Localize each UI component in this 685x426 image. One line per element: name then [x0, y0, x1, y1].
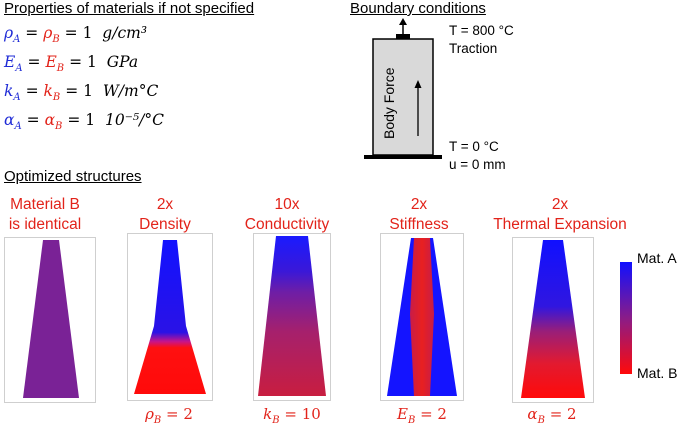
property-row-density: ρA = ρB = 1 g/cm³ [4, 24, 148, 46]
column-title-density: 2x Density [139, 196, 191, 233]
formula-thermal-expansion: αB = 2 [527, 405, 577, 426]
structure-panel-density [127, 233, 213, 401]
bottom-temperature: T = 0 °C [449, 139, 499, 154]
body-force-arrow-head [414, 80, 422, 88]
column-title-stiffness: 2x Stiffness [389, 196, 449, 233]
boundary-diagram [364, 18, 442, 159]
structure-shape-identical [23, 240, 79, 398]
legend-label-mat-a: Mat. A [637, 250, 677, 266]
formula-density: ρB = 2 [145, 405, 193, 426]
boundary-title: Boundary conditions [350, 0, 486, 17]
traction-pad [396, 34, 410, 39]
structure-panel-stiffness [380, 233, 464, 401]
legend-label-mat-b: Mat. B [637, 365, 678, 381]
property-row-expansion: αA = αB = 1 10⁻⁵/°C [4, 111, 164, 133]
structure-panel-conductivity [253, 233, 331, 401]
column-title-conductivity: 10x Conductivity [244, 196, 330, 233]
properties-title: Properties of materials if not specified [4, 0, 255, 17]
structure-shape-stiffness-core [410, 238, 434, 396]
property-row-stiffness: EA = EB = 1 GPa [4, 53, 139, 75]
formula-conductivity: kB = 10 [263, 405, 321, 426]
structure-shape-thermal-expansion [521, 240, 585, 398]
body-force-label: Body Force [381, 67, 397, 139]
structure-panel-identical [4, 237, 96, 403]
top-temperature: T = 800 °C [449, 23, 514, 38]
traction-label: Traction [449, 41, 498, 56]
body-block [372, 38, 434, 156]
structure-panel-thermal-expansion [512, 237, 594, 403]
property-row-conductivity: kA = kB = 1 W/m°C [4, 82, 159, 104]
formula-stiffness: EB = 2 [397, 405, 447, 426]
legend-colorbar [620, 262, 632, 374]
optimized-title: Optimized structures [4, 168, 142, 185]
fixed-support [364, 155, 442, 159]
structure-shape-density [134, 240, 206, 394]
column-title-thermal-expansion: 2x Thermal Expansion [493, 196, 627, 233]
structure-shape-conductivity [258, 236, 326, 396]
bottom-displacement: u = 0 mm [449, 157, 506, 172]
traction-arrow-head [399, 18, 407, 25]
properties-list: ρA = ρB = 1 g/cm³ EA = EB = 1 GPa kA = k… [4, 22, 164, 138]
